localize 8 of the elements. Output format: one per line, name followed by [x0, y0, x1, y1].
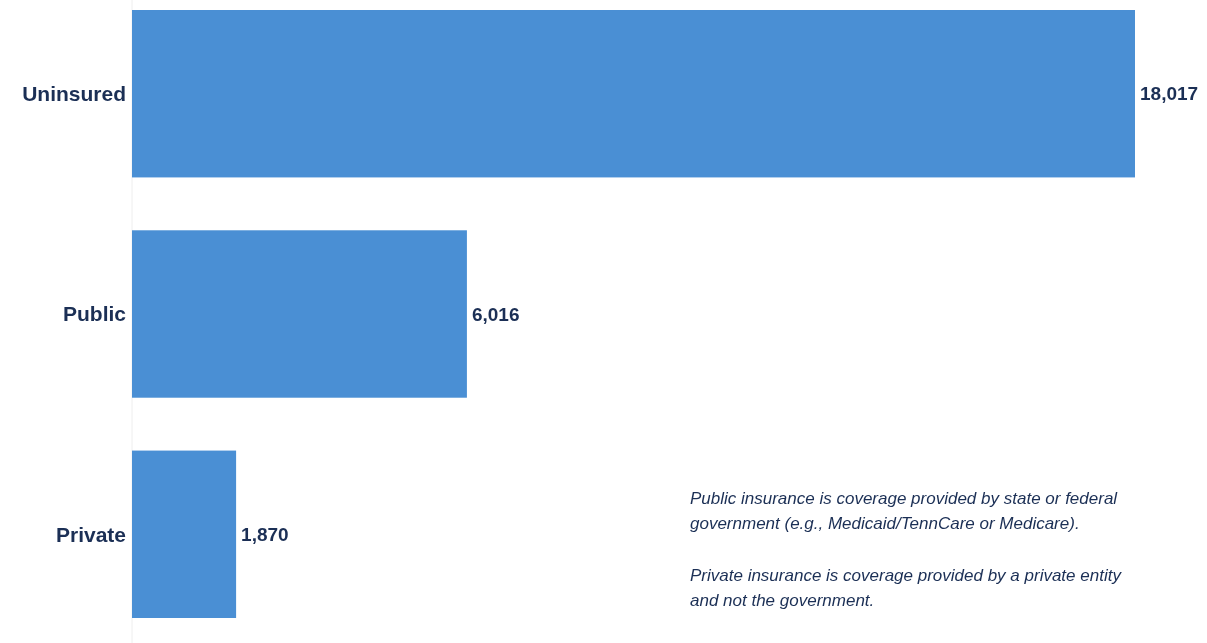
data-label: 18,017: [1140, 83, 1199, 105]
data-label: 6,016: [471, 303, 520, 325]
y-tick-label: Uninsured: [22, 82, 126, 106]
y-tick-label: Public: [62, 302, 127, 326]
data-label: 1,870: [241, 523, 289, 545]
annotation: Public insurance is coverage provided by state or federal government (e.g., Medicaid/TennCare or Medicare).: [690, 489, 1119, 533]
y-tick-label: Private: [55, 522, 126, 546]
annotation: Private insurance is coverage provided by a private entity and not the government.: [690, 566, 1123, 610]
